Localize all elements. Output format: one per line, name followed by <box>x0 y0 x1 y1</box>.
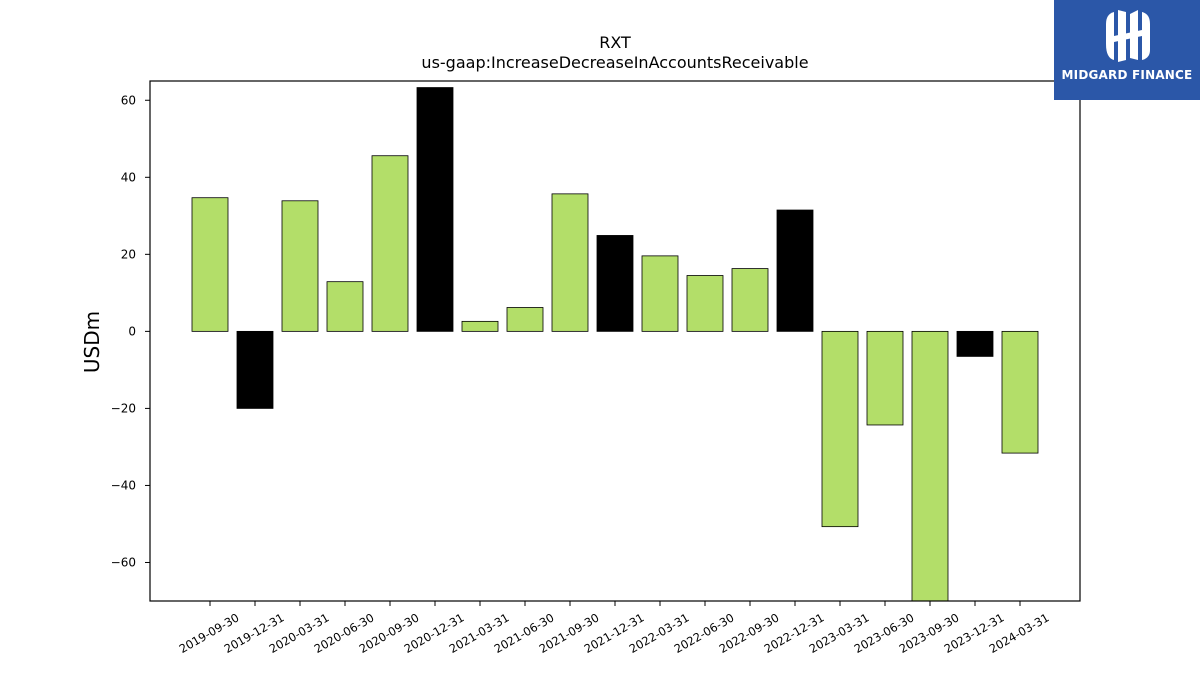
y-axis-label: USDm <box>80 311 104 373</box>
bar-2022-03-31 <box>641 255 679 332</box>
plot-frame <box>149 80 1081 602</box>
bar-2019-09-30 <box>191 197 229 332</box>
x-axis-ticks: 2019-09-302019-12-312020-03-312020-06-30… <box>177 601 1052 656</box>
y-tick-label: −20 <box>111 401 136 415</box>
bar-2021-12-31 <box>596 235 634 332</box>
bar-2021-09-30 <box>551 193 589 332</box>
y-tick-label: −40 <box>111 478 136 492</box>
bar-2020-03-31 <box>281 200 319 332</box>
bar-2022-12-31 <box>776 209 814 332</box>
bar-2022-06-30 <box>686 275 724 332</box>
y-tick-label: −60 <box>111 555 136 569</box>
bars-group <box>191 87 1039 602</box>
brand-name: MIDGARD FINANCE <box>1061 68 1193 82</box>
midgard-logo-icon <box>1106 10 1150 62</box>
y-tick-label: 60 <box>121 93 136 107</box>
brand-logo: MIDGARD FINANCE <box>1054 0 1200 100</box>
bar-2020-06-30 <box>326 281 364 332</box>
y-tick-label: 40 <box>121 170 136 184</box>
bar-2021-03-31 <box>461 320 499 332</box>
y-tick-label: 20 <box>121 247 136 261</box>
chart-title: RXT <box>599 33 631 52</box>
bar-2020-09-30 <box>371 155 409 332</box>
bar-2023-06-30 <box>866 330 904 426</box>
y-axis-ticks: 60 40 20 0 −20 −40 −60 <box>111 93 150 569</box>
bar-2024-03-31 <box>1001 330 1039 454</box>
y-tick-label: 0 <box>128 324 136 338</box>
bar-2023-12-31 <box>956 330 994 357</box>
bar-2023-09-30 <box>911 330 949 602</box>
bar-2022-09-30 <box>731 268 769 332</box>
bar-2023-03-31 <box>821 330 859 528</box>
chart-subtitle: us-gaap:IncreaseDecreaseInAccountsReceiv… <box>421 53 808 72</box>
bar-2021-06-30 <box>506 307 544 332</box>
bar-2019-12-31 <box>236 330 274 409</box>
bar-2020-12-31 <box>416 87 454 332</box>
